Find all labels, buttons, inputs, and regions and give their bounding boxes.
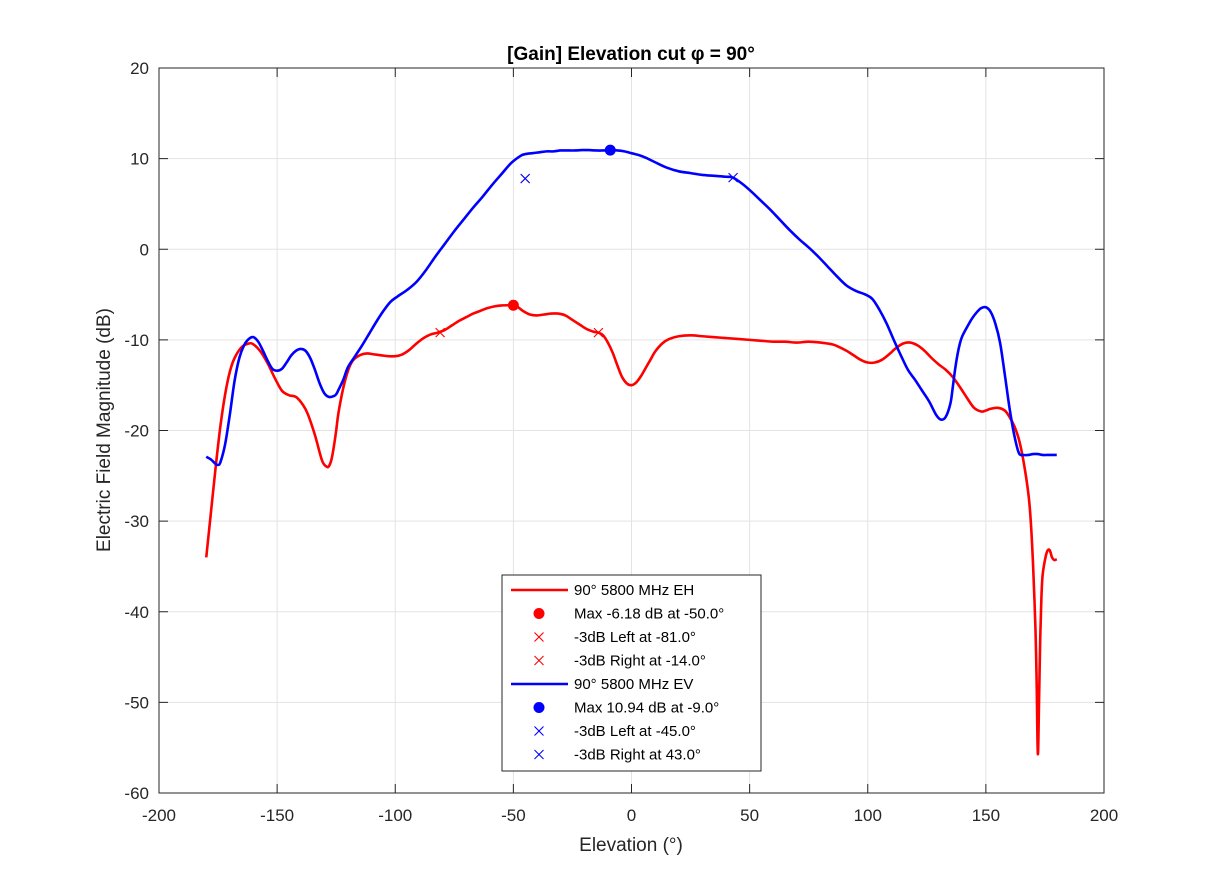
x-tick-label: -100 xyxy=(378,806,412,825)
x-tick-label: 0 xyxy=(627,806,636,825)
legend-dot-swatch xyxy=(533,702,545,713)
y-tick-label: 10 xyxy=(130,150,149,169)
legend-entry-series: 90° 5800 MHz EV xyxy=(574,676,693,693)
legend-entry-marker: Max 10.94 dB at -9.0° xyxy=(574,700,719,717)
minus-3db-marker-0-2 xyxy=(593,327,604,338)
legend-entry-marker: -3dB Right at 43.0° xyxy=(574,747,701,764)
x-tick-label: -50 xyxy=(501,806,526,825)
max-marker-1 xyxy=(604,144,616,156)
y-axis-label: Electric Field Magnitude (dB) xyxy=(94,308,115,552)
x-tick-label: 150 xyxy=(972,806,1000,825)
y-tick-label: -10 xyxy=(124,331,149,350)
legend-x-swatch xyxy=(534,726,544,736)
y-tick-label: 0 xyxy=(140,240,149,259)
legend-dot-swatch xyxy=(533,608,545,619)
plot-markers xyxy=(435,144,738,338)
y-tick-label: -40 xyxy=(124,603,149,622)
legend-entry-series: 90° 5800 MHz EH xyxy=(574,582,694,599)
legend-entry-marker: -3dB Right at -14.0° xyxy=(574,653,706,670)
y-tick-label: -60 xyxy=(124,784,149,803)
legend-x-swatch xyxy=(534,655,544,666)
minus-3db-marker-1-1 xyxy=(520,173,531,184)
series-line-0 xyxy=(204,303,1058,756)
x-tick-label: 50 xyxy=(740,806,759,825)
x-axis-ticks: -200 -150 -100 -50 0 50 100 150 200 xyxy=(142,68,1118,825)
x-tick-label: 200 xyxy=(1090,806,1118,825)
y-tick-label: -20 xyxy=(124,422,149,441)
chart-title: [Gain] Elevation cut φ = 90° xyxy=(507,44,755,65)
legend-x-swatch xyxy=(534,749,544,760)
x-tick-label: -150 xyxy=(260,806,294,825)
legend-x-swatch xyxy=(534,632,544,642)
x-tick-label: 100 xyxy=(854,806,882,825)
y-tick-label: -30 xyxy=(124,512,149,531)
legend-entry-marker: Max -6.18 dB at -50.0° xyxy=(574,606,724,623)
max-marker-0 xyxy=(507,299,519,311)
x-axis-label: Elevation (°) xyxy=(579,835,683,856)
legend-entry-marker: -3dB Left at -45.0° xyxy=(574,723,696,740)
legend-entry-marker: -3dB Left at -81.0° xyxy=(574,629,696,646)
legend-box xyxy=(501,574,762,772)
minus-3db-marker-0-1 xyxy=(435,327,446,338)
y-tick-label: -50 xyxy=(124,693,149,712)
x-tick-label: -200 xyxy=(142,806,176,825)
minus-3db-marker-1-2 xyxy=(728,172,738,183)
legend: 90° 5800 MHz EH Max -6.18 dB at -50.0° -3d… xyxy=(501,574,762,772)
y-tick-label: 20 xyxy=(130,59,149,78)
y-axis-ticks: -60 -50 -40 -30 -20 -10 0 10 20 xyxy=(124,59,1104,803)
